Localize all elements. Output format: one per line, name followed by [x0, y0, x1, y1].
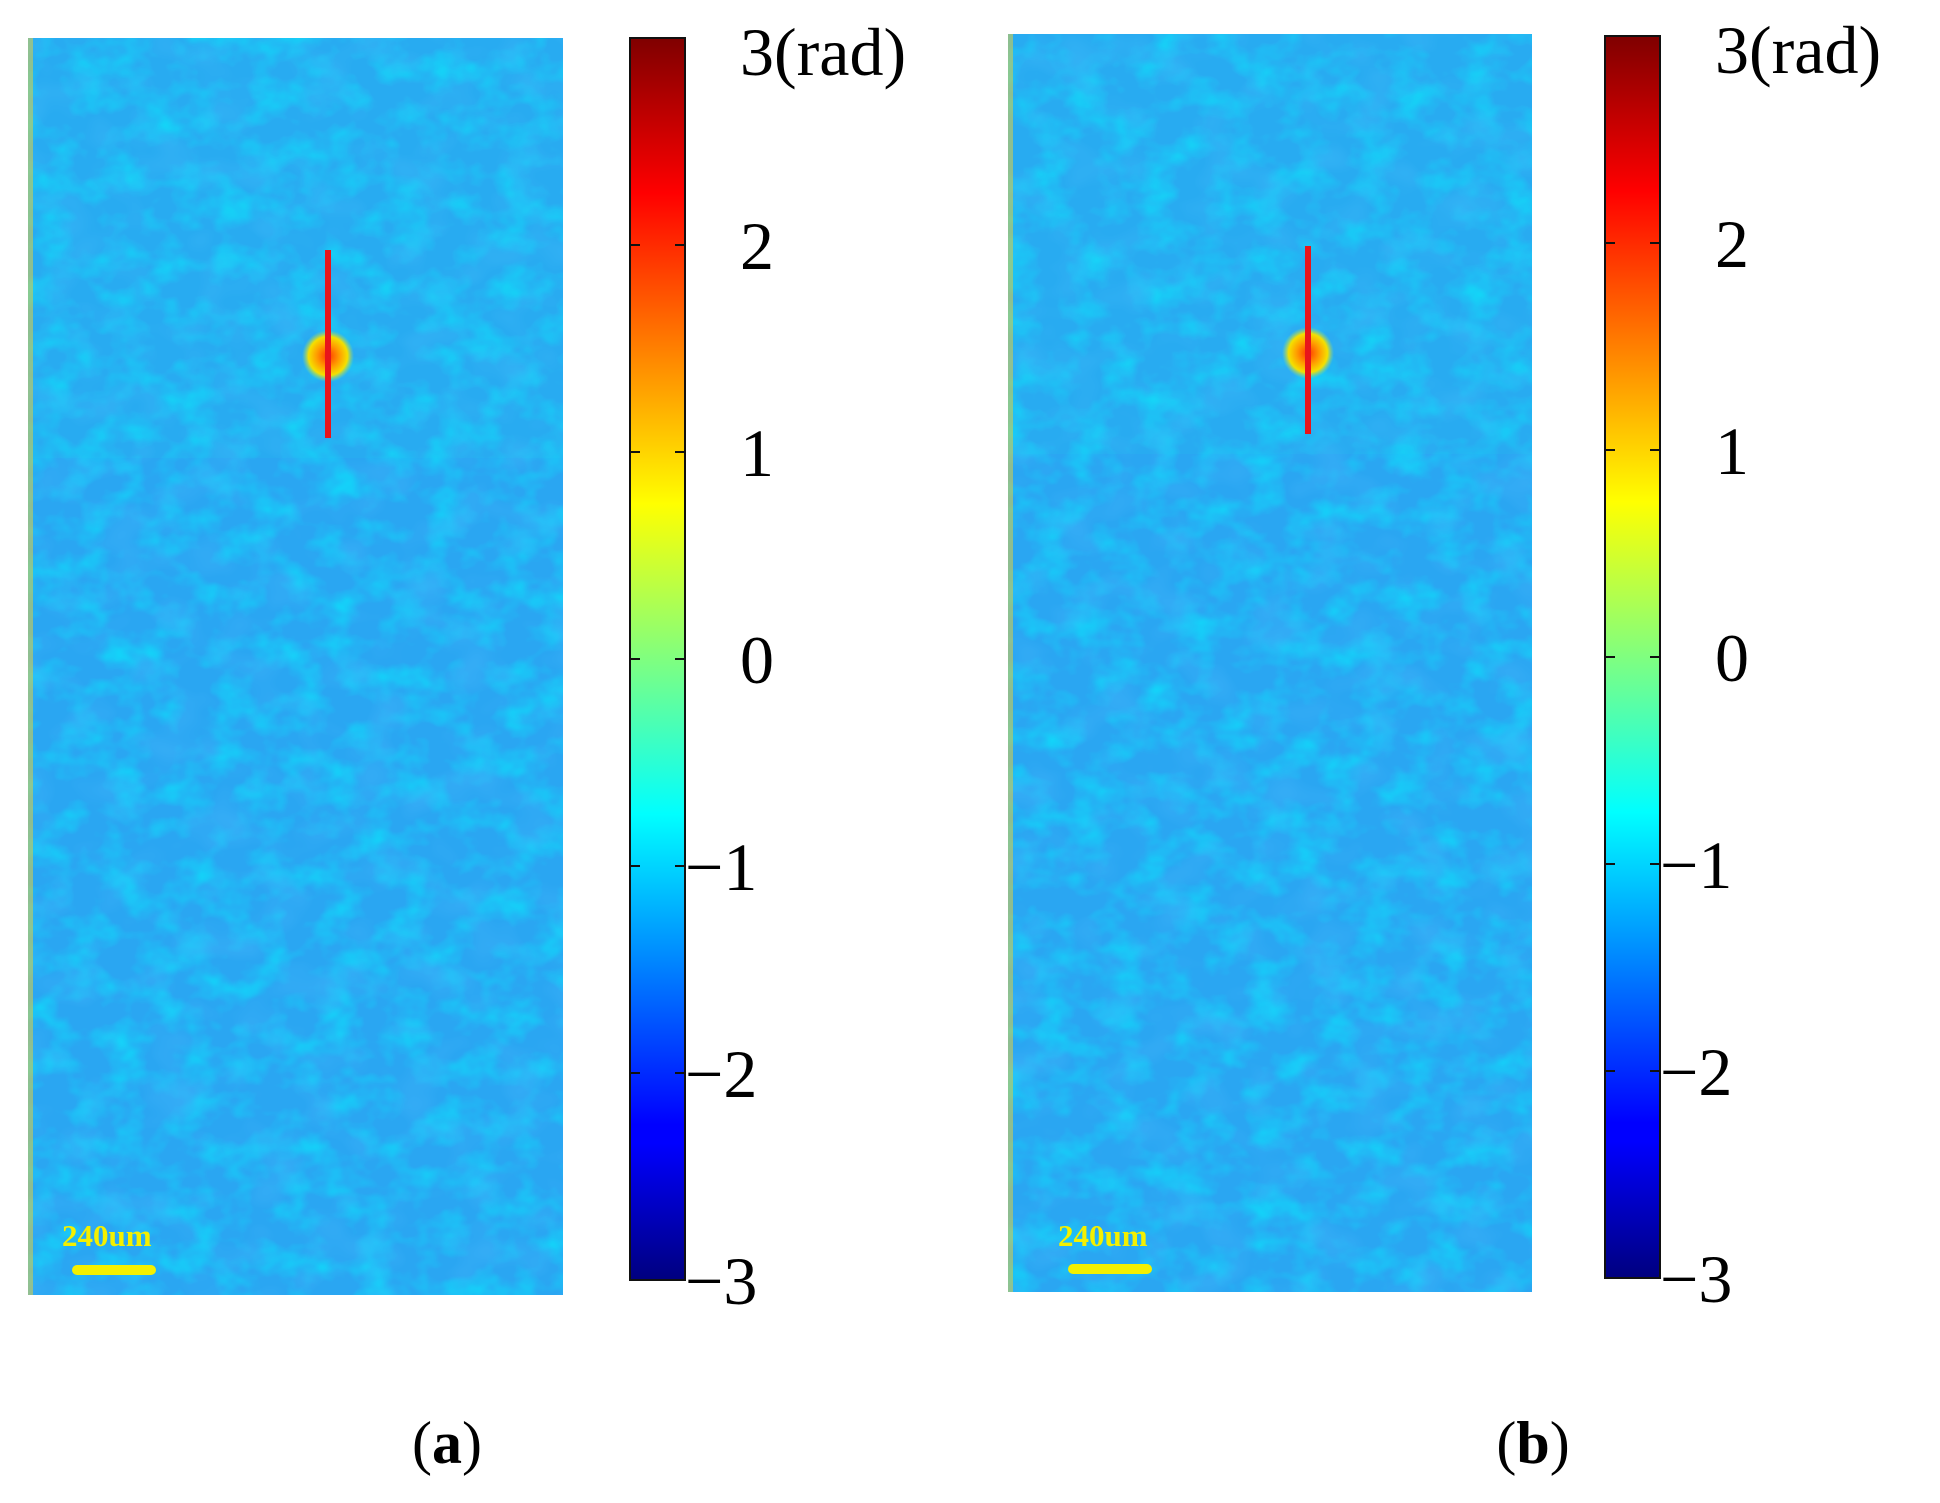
scale-bar-label-a: 240um [62, 1218, 152, 1253]
phase-map-a-dark-texture [28, 38, 563, 1295]
colorbar-b-ticks: −3 −2 −1 0 1 2 3(rad) [1605, 12, 1881, 1317]
defect-marker-line-b [1305, 246, 1311, 434]
colorbar-a-tick-label-1: −2 [685, 1036, 757, 1112]
phase-map-a [28, 38, 563, 1295]
panel-label-a-close: ) [462, 1410, 482, 1476]
colorbar-b-tick-label-5: 2 [1715, 206, 1749, 282]
colorbar-a-tick-label-4: 1 [740, 415, 774, 491]
scale-bar-label-b: 240um [1058, 1218, 1148, 1253]
panel-b: 240um −3 −2 −1 0 1 2 3(rad) (b) [1008, 12, 1881, 1476]
colorbar-a-tick-label-5: 2 [740, 208, 774, 284]
colorbar-a-tick-label-2: −1 [685, 829, 757, 905]
panel-label-b: (b) [1496, 1410, 1569, 1476]
scale-bar-a: 240um [62, 1218, 156, 1275]
colorbar-a-ticks: −3 −2 −1 0 1 2 3(rad) [630, 14, 906, 1319]
phase-map-b-top-tint [1008, 34, 1532, 454]
colorbar-a: −3 −2 −1 0 1 2 3(rad) [629, 14, 906, 1319]
colorbar-b-tick-label-6: 3(rad) [1715, 12, 1881, 88]
colorbar-b: −3 −2 −1 0 1 2 3(rad) [1604, 12, 1881, 1317]
panel-label-a: (a) [412, 1410, 482, 1476]
panel-label-a-letter: a [432, 1410, 462, 1476]
colorbar-a-tick-label-0: −3 [685, 1243, 757, 1319]
panel-label-b-close: ) [1550, 1410, 1570, 1476]
phase-map-b-dark-texture [1008, 34, 1532, 1292]
colorbar-b-tick-label-1: −2 [1660, 1034, 1732, 1110]
colorbar-a-tick-label-6: 3(rad) [740, 14, 906, 90]
scale-bar-b: 240um [1058, 1218, 1152, 1274]
defect-marker-line-a [325, 250, 331, 438]
panel-a: 240um −3 −2 −1 0 1 2 3(rad) (a) [28, 14, 906, 1476]
phase-map-a-edge-strip [28, 38, 33, 1295]
colorbar-b-tick-label-3: 0 [1715, 620, 1749, 696]
panel-label-b-open: ( [1496, 1410, 1516, 1476]
phase-map-b-edge-strip [1008, 34, 1013, 1292]
phase-map-a-top-tint [28, 38, 563, 458]
colorbar-b-tick-label-2: −1 [1660, 827, 1732, 903]
scale-bar-line-b [1068, 1264, 1152, 1274]
scale-bar-line-a [72, 1265, 156, 1275]
colorbar-b-tick-label-0: −3 [1660, 1241, 1732, 1317]
panel-label-a-open: ( [412, 1410, 432, 1476]
phase-map-b [1008, 34, 1532, 1292]
colorbar-b-tick-label-4: 1 [1715, 413, 1749, 489]
panel-label-b-letter: b [1516, 1410, 1549, 1476]
colorbar-a-tick-label-3: 0 [740, 622, 774, 698]
